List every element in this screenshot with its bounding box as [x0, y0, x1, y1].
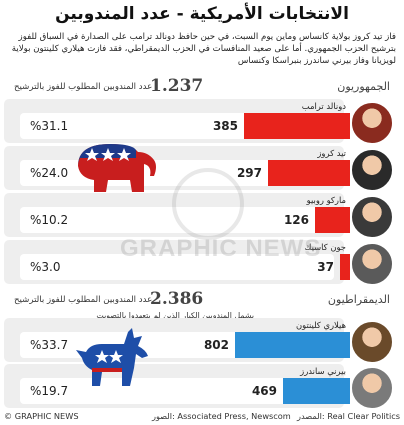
footer-copyright: © GRAPHIC NEWS	[4, 411, 79, 421]
delegate-count: 37	[317, 260, 334, 274]
watermark: GRAPHIC NEWS	[120, 235, 322, 262]
candidate-name: تيد كروز	[317, 148, 346, 158]
candidate-name: بيرني ساندرز	[300, 366, 346, 376]
delegate-bar	[268, 160, 350, 186]
candidate-name: ماركو روبيو	[306, 195, 346, 205]
intro-text: فاز تيد كروز بولاية كانساس وماين يوم الس…	[11, 32, 396, 66]
delegate-percent: %19.7	[30, 384, 69, 398]
candidate-row: %33.7 802 هيلاري كلينتون	[0, 318, 404, 364]
republican-elephant-icon	[78, 144, 156, 192]
republicans-needed-label: عدد المندوبين المطلوب للفوز بالترشيح	[14, 82, 153, 92]
republicans-label: الجمهوريون	[337, 80, 390, 93]
democrat-donkey-icon	[76, 328, 148, 386]
row-box	[20, 378, 334, 404]
footer-photos: الصور: Associated Press, Newscom	[152, 411, 291, 421]
delegate-percent: %33.7	[30, 338, 69, 352]
watermark-logo	[172, 168, 244, 240]
footer-source: المصدر: Real Clear Politics	[297, 411, 400, 421]
candidate-photo	[350, 148, 394, 192]
delegate-count: 469	[251, 384, 277, 398]
republicans-header: الجمهوريون 1.237 عدد المندوبين المطلوب ل…	[0, 76, 404, 98]
delegate-bar	[244, 113, 350, 139]
page-title: الانتخابات الأمريكية - عدد المندوبين	[55, 4, 349, 24]
candidate-photo	[350, 195, 394, 239]
candidate-row: %10.2 126 ماركو روبيو	[0, 193, 404, 239]
democrats-needed-label: عدد المندوبين المطلوب للفوز بالترشيح	[14, 295, 153, 305]
delegate-bar	[235, 332, 350, 358]
candidate-row: %31.1 385 دونالد ترامب	[0, 99, 404, 145]
candidate-row: %24.0 297 تيد كروز	[0, 146, 404, 192]
democrats-label: الديمقراطيون	[327, 293, 390, 306]
candidate-photo	[350, 101, 394, 145]
republicans-needed: 1.237	[150, 76, 204, 96]
delegate-count: 297	[236, 166, 262, 180]
row-box	[20, 254, 334, 280]
candidate-photo	[350, 242, 394, 286]
delegate-bar	[283, 378, 350, 404]
candidate-row: %19.7 469 بيرني ساندرز	[0, 364, 404, 410]
delegate-count: 126	[283, 213, 309, 227]
delegate-percent: %24.0	[30, 166, 69, 180]
candidate-name: دونالد ترامب	[301, 101, 346, 111]
candidate-name: هيلاري كلينتون	[295, 320, 346, 330]
delegate-count: 385	[212, 119, 238, 133]
candidate-name: جون كاسيك	[304, 242, 346, 252]
candidate-photo	[350, 320, 394, 364]
delegate-bar	[340, 254, 350, 280]
delegate-bar	[315, 207, 350, 233]
candidate-photo	[350, 366, 394, 410]
delegate-percent: %10.2	[30, 213, 69, 227]
candidate-row: %3.0 37 جون كاسيك	[0, 240, 404, 286]
delegate-percent: %31.1	[30, 119, 69, 133]
democrats-header: الديمقراطيون 2.386 عدد المندوبين المطلوب…	[0, 289, 404, 311]
delegate-percent: %3.0	[30, 260, 61, 274]
democrats-needed: 2.386	[150, 289, 204, 309]
delegate-count: 802	[203, 338, 229, 352]
